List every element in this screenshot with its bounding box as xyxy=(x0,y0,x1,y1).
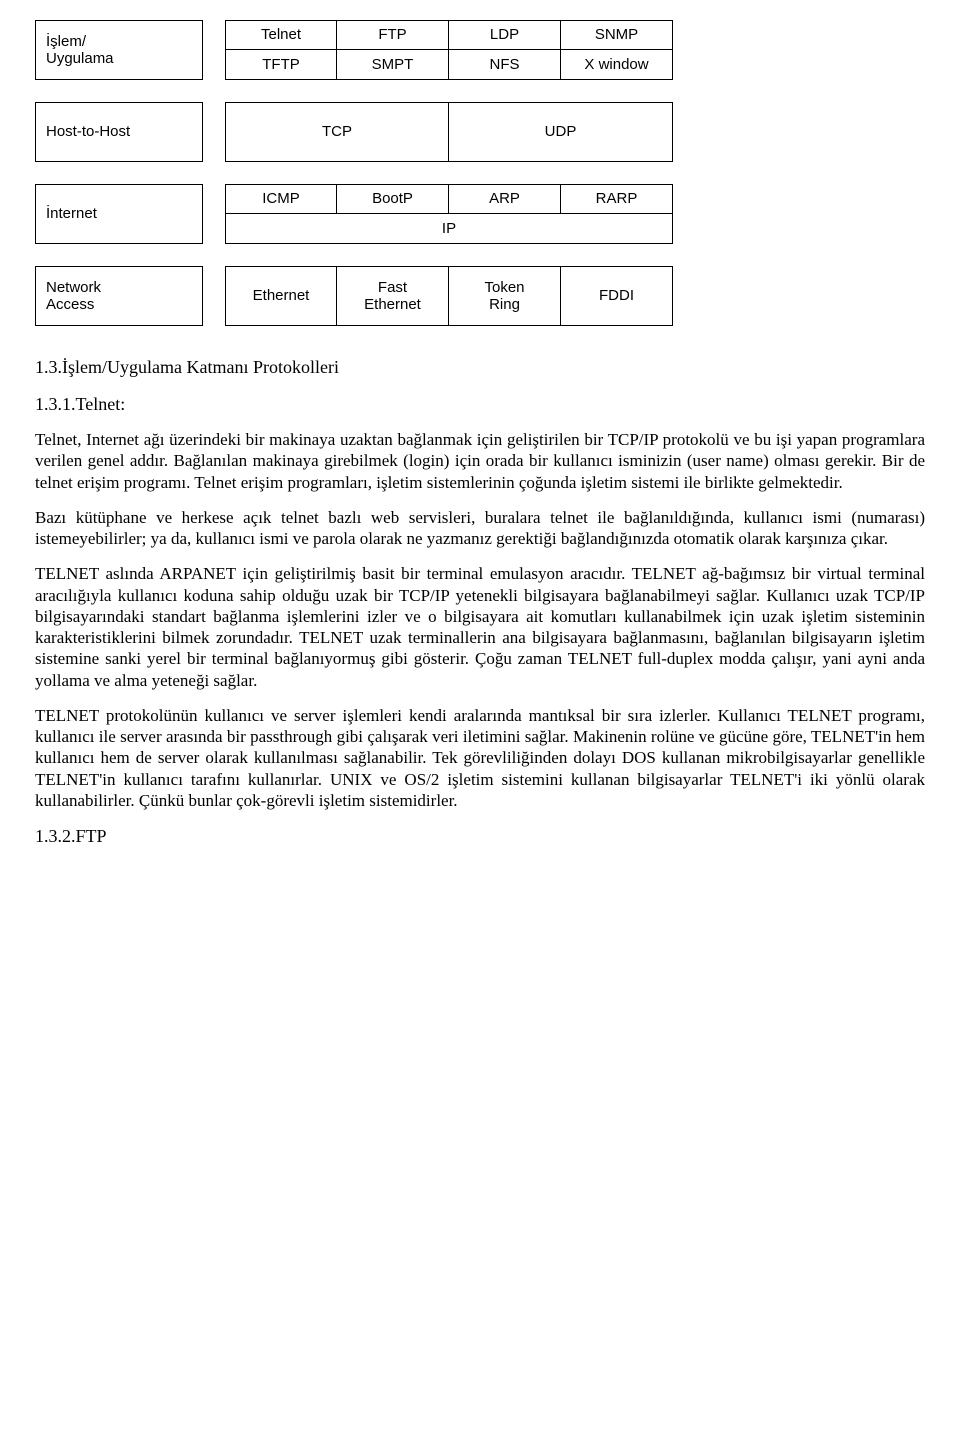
paragraph: TELNET aslında ARPANET için geliştirilmi… xyxy=(35,563,925,691)
protocol-cell: UDP xyxy=(449,102,673,162)
diagram-layer: NetworkAccess EthernetFastEthernetTokenRi… xyxy=(35,266,925,326)
layer-label: NetworkAccess xyxy=(35,266,203,326)
layer-label: İnternet xyxy=(35,184,203,244)
diagram-layer: İnternet ICMPBootPARPRARPIP xyxy=(35,184,925,244)
protocol-cell: BootP xyxy=(337,184,449,214)
protocol-cell: RARP xyxy=(561,184,673,214)
paragraph: Telnet, Internet ağı üzerindeki bir maki… xyxy=(35,429,925,493)
protocol-stack-diagram: İşlem/Uygulama TelnetFTPLDPSNMP TFTPSMPTNF… xyxy=(35,20,925,326)
protocol-cell: ARP xyxy=(449,184,561,214)
layer-label: İşlem/Uygulama xyxy=(35,20,203,80)
protocol-cell: FastEthernet xyxy=(337,266,449,326)
protocol-cell: TFTP xyxy=(225,50,337,80)
paragraph: Bazı kütüphane ve herkese açık telnet ba… xyxy=(35,507,925,550)
protocol-cell: TokenRing xyxy=(449,266,561,326)
protocol-cell: FTP xyxy=(337,20,449,50)
protocol-cell: NFS xyxy=(449,50,561,80)
protocol-cell: X window xyxy=(561,50,673,80)
protocol-cell: FDDI xyxy=(561,266,673,326)
protocol-cell: LDP xyxy=(449,20,561,50)
diagram-layer: İşlem/Uygulama TelnetFTPLDPSNMP TFTPSMPTNF… xyxy=(35,20,925,80)
protocol-cell: Telnet xyxy=(225,20,337,50)
protocol-cell: ICMP xyxy=(225,184,337,214)
subsection-heading: 1.3.2.FTP xyxy=(35,825,925,848)
protocol-cell: Ethernet xyxy=(225,266,337,326)
subsection-heading: 1.3.1.Telnet: xyxy=(35,393,925,416)
protocol-cell: IP xyxy=(225,214,673,244)
protocol-cell: SMPT xyxy=(337,50,449,80)
protocol-cell: SNMP xyxy=(561,20,673,50)
section-heading: 1.3.İşlem/Uygulama Katmanı Protokolleri xyxy=(35,356,925,379)
diagram-layer: Host-to-Host TCPUDP xyxy=(35,102,925,162)
paragraph: TELNET protokolünün kullanıcı ve server … xyxy=(35,705,925,811)
protocol-cell: TCP xyxy=(225,102,449,162)
layer-label: Host-to-Host xyxy=(35,102,203,162)
